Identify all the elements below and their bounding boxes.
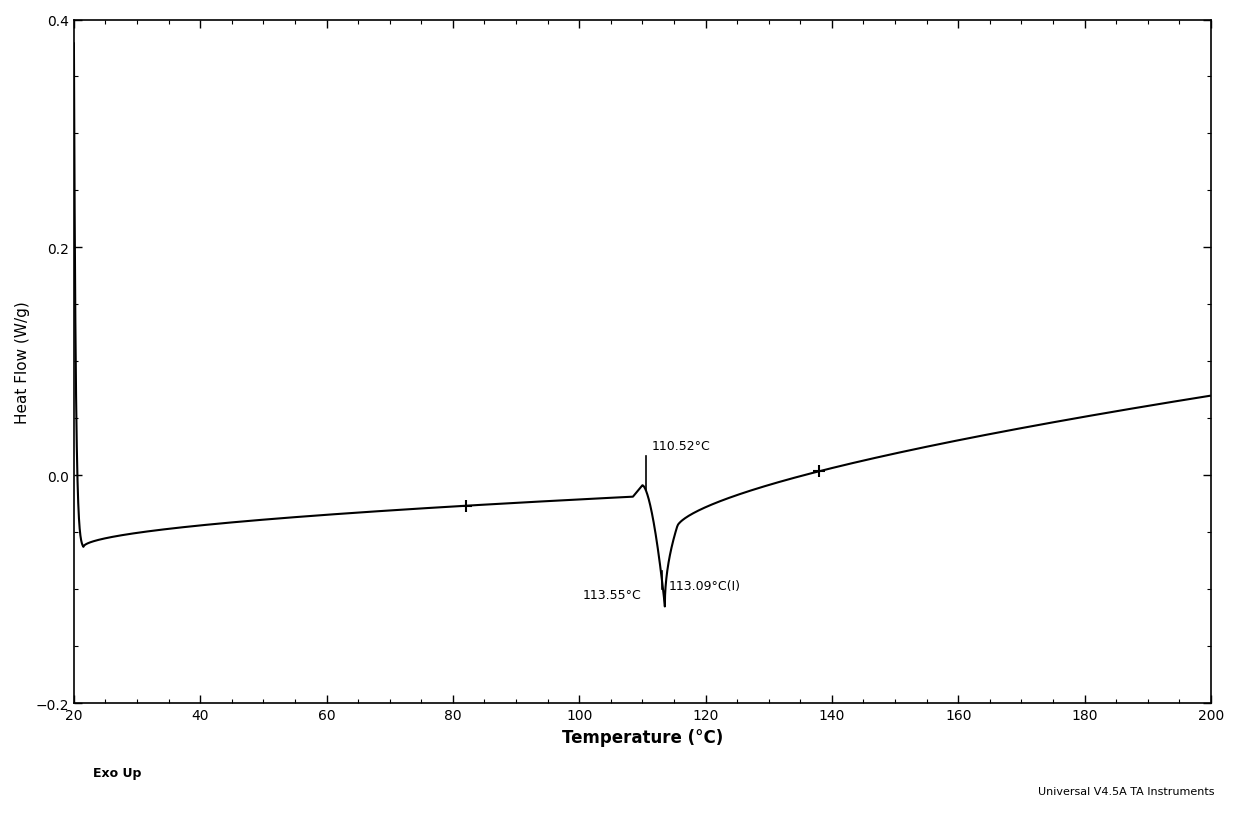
Text: 110.52°C: 110.52°C: [652, 440, 711, 452]
Y-axis label: Heat Flow (W/g): Heat Flow (W/g): [15, 301, 30, 423]
Text: 113.55°C: 113.55°C: [582, 588, 642, 601]
X-axis label: Temperature (°C): Temperature (°C): [561, 728, 724, 746]
Text: 113.09°C(I): 113.09°C(I): [668, 579, 740, 592]
Text: Universal V4.5A TA Instruments: Universal V4.5A TA Instruments: [1038, 786, 1214, 796]
Text: Exo Up: Exo Up: [93, 766, 141, 779]
